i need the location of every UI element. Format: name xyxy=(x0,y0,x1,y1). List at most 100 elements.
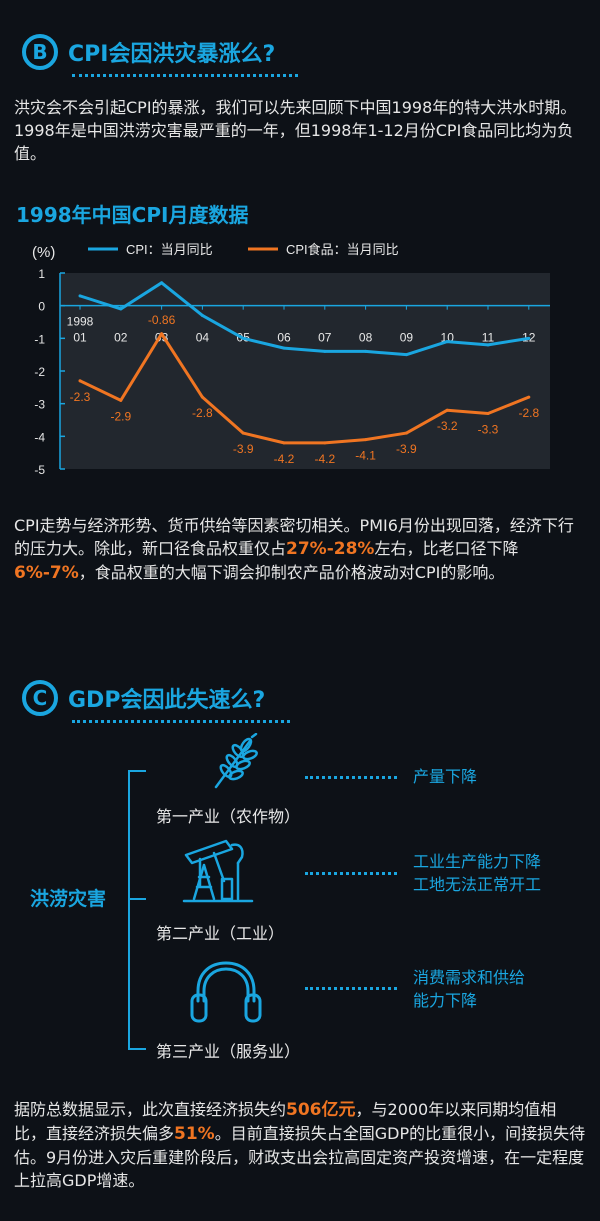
section-b-header: B CPI会因洪灾暴涨么? xyxy=(22,34,275,70)
y-axis-unit: (%) xyxy=(32,244,55,261)
effect-connector-secondary xyxy=(305,872,397,875)
data-point xyxy=(445,340,449,344)
x-tick-label: 01 xyxy=(73,331,87,345)
data-point xyxy=(78,294,82,298)
data-point xyxy=(160,332,164,336)
y-tick-label: -5 xyxy=(34,463,45,477)
data-point xyxy=(486,411,490,415)
tree-vertical-line xyxy=(128,770,130,1048)
x-year-label: 1998 xyxy=(67,315,94,329)
analysis-highlight-2: 6%-7% xyxy=(14,563,79,583)
data-label: -3.3 xyxy=(478,422,499,436)
tree-branch-top xyxy=(128,770,146,772)
effect-tertiary-line-1: 消费需求和供给 xyxy=(413,968,526,987)
analysis-text-1: CPI走势与经济形势、货币供给等因素密切相关。PMI6月份出现回落，经济下行的压… xyxy=(14,516,574,558)
effect-connector-tertiary xyxy=(305,987,397,990)
section-b-intro: 洪灾会不会引起CPI的暴涨，我们可以先来回顾下中国1998年的特大洪水时期。19… xyxy=(14,98,577,163)
flood-disaster-label: 洪涝灾害 xyxy=(30,888,107,910)
x-tick-label: 09 xyxy=(400,331,414,345)
data-label: -0.86 xyxy=(148,313,176,327)
data-point xyxy=(404,353,408,357)
data-point xyxy=(364,438,368,442)
chart-title: 1998年中国CPI月度数据 xyxy=(16,203,249,227)
data-point xyxy=(323,349,327,353)
industry-label-tertiary: 第三产业（服务业） xyxy=(156,1042,301,1061)
wheat-icon xyxy=(214,733,258,789)
data-point xyxy=(241,336,245,340)
y-tick-label: 0 xyxy=(38,300,45,314)
y-tick-label: -1 xyxy=(34,332,45,346)
data-point xyxy=(404,431,408,435)
data-point xyxy=(200,313,204,317)
data-label: -2.9 xyxy=(110,409,131,423)
cpi-chart: (%)10-1-2-3-4-51998010203040506070809101… xyxy=(32,242,550,477)
conclusion-highlight-1: 506亿元 xyxy=(286,1100,356,1120)
x-tick-label: 07 xyxy=(318,331,332,345)
x-tick-label: 06 xyxy=(277,331,291,345)
data-point xyxy=(527,395,531,399)
data-point xyxy=(364,349,368,353)
section-c-title: GDP会因此失速么? xyxy=(68,688,266,713)
x-tick-label: 04 xyxy=(196,331,210,345)
effect-primary-line-1: 产量下降 xyxy=(413,767,478,786)
data-label: -3.9 xyxy=(396,442,417,456)
data-label: -2.3 xyxy=(70,390,91,404)
y-tick-label: -3 xyxy=(34,398,45,412)
analysis-text-3: ，食品权重的大幅下调会抑制农产品价格波动对CPI的影响。 xyxy=(78,563,505,582)
conclusion-highlight-2: 51% xyxy=(174,1124,215,1144)
section-b-title: CPI会因洪灾暴涨么? xyxy=(68,42,276,67)
analysis-paragraph: CPI走势与经济形势、货币供给等因素密切相关。PMI6月份出现回落，经济下行的压… xyxy=(14,514,588,585)
y-tick-label: -4 xyxy=(34,430,45,444)
data-point xyxy=(323,441,327,445)
y-tick-label: 1 xyxy=(38,267,45,281)
series-line-cpi-food xyxy=(79,332,530,445)
data-point xyxy=(119,398,123,402)
effect-secondary: 工业生产能力下降 工地无法正常开工 xyxy=(413,850,541,896)
effect-tertiary: 消费需求和供给 能力下降 xyxy=(413,966,525,1012)
data-point xyxy=(200,395,204,399)
data-label: -3.9 xyxy=(233,442,254,456)
section-c-badge: C xyxy=(22,680,58,716)
conclusion-text-3: 。目前直接损失占全国GDP的比重很小，间接损失待估。9月份进入灾后重建阶段后，财… xyxy=(14,1124,586,1190)
headphones-icon xyxy=(190,961,262,1023)
legend-label: CPI：当月同比 xyxy=(126,242,213,257)
data-point xyxy=(282,441,286,445)
data-point xyxy=(241,431,245,435)
x-tick-label: 08 xyxy=(359,331,373,345)
industry-label-secondary: 第二产业（工业） xyxy=(156,924,285,943)
section-b-badge: B xyxy=(22,34,58,70)
data-label: -2.8 xyxy=(518,406,539,420)
conclusion-text-2: ，与2000年以来同期均值相比，直接经济损失偏多 xyxy=(14,1100,557,1143)
tree-root-connector xyxy=(128,898,146,900)
data-label: -4.2 xyxy=(314,452,335,466)
data-label: -2.8 xyxy=(192,406,213,420)
data-label: -4.1 xyxy=(355,449,376,463)
effect-primary: 产量下降 xyxy=(413,765,477,788)
y-tick-label: -2 xyxy=(34,365,45,379)
oil-pump-icon xyxy=(182,839,254,903)
x-tick-label: 11 xyxy=(482,331,495,345)
analysis-text-2: 左右，比老口径下降 xyxy=(374,539,519,558)
section-b-underline xyxy=(72,74,298,77)
data-point xyxy=(160,281,164,285)
industry-label-primary: 第一产业（农作物） xyxy=(156,807,301,826)
conclusion-paragraph: 据防总数据显示，此次直接经济损失约506亿元，与2000年以来同期均值相比，直接… xyxy=(14,1098,588,1192)
conclusion-text-1: 据防总数据显示，此次直接经济损失约 xyxy=(14,1100,287,1119)
data-label: -3.2 xyxy=(437,419,458,433)
tree-branch-bottom xyxy=(128,1048,146,1050)
data-point xyxy=(527,336,531,340)
effect-secondary-line-1: 工业生产能力下降 xyxy=(413,852,542,871)
x-tick-label: 02 xyxy=(114,331,128,345)
effect-connector-primary xyxy=(305,776,397,779)
effect-secondary-line-2: 工地无法正常开工 xyxy=(413,875,542,894)
legend-label: CPI食品：当月同比 xyxy=(286,242,399,257)
analysis-highlight-1: 27%-28% xyxy=(286,539,375,559)
section-c-header: C GDP会因此失速么? xyxy=(22,680,265,716)
effect-tertiary-line-2: 能力下降 xyxy=(413,991,478,1010)
section-c-underline xyxy=(72,720,290,723)
data-point xyxy=(119,307,123,311)
data-label: -4.2 xyxy=(274,452,295,466)
series-line-cpi xyxy=(79,281,530,357)
data-point xyxy=(282,346,286,350)
data-point xyxy=(445,408,449,412)
